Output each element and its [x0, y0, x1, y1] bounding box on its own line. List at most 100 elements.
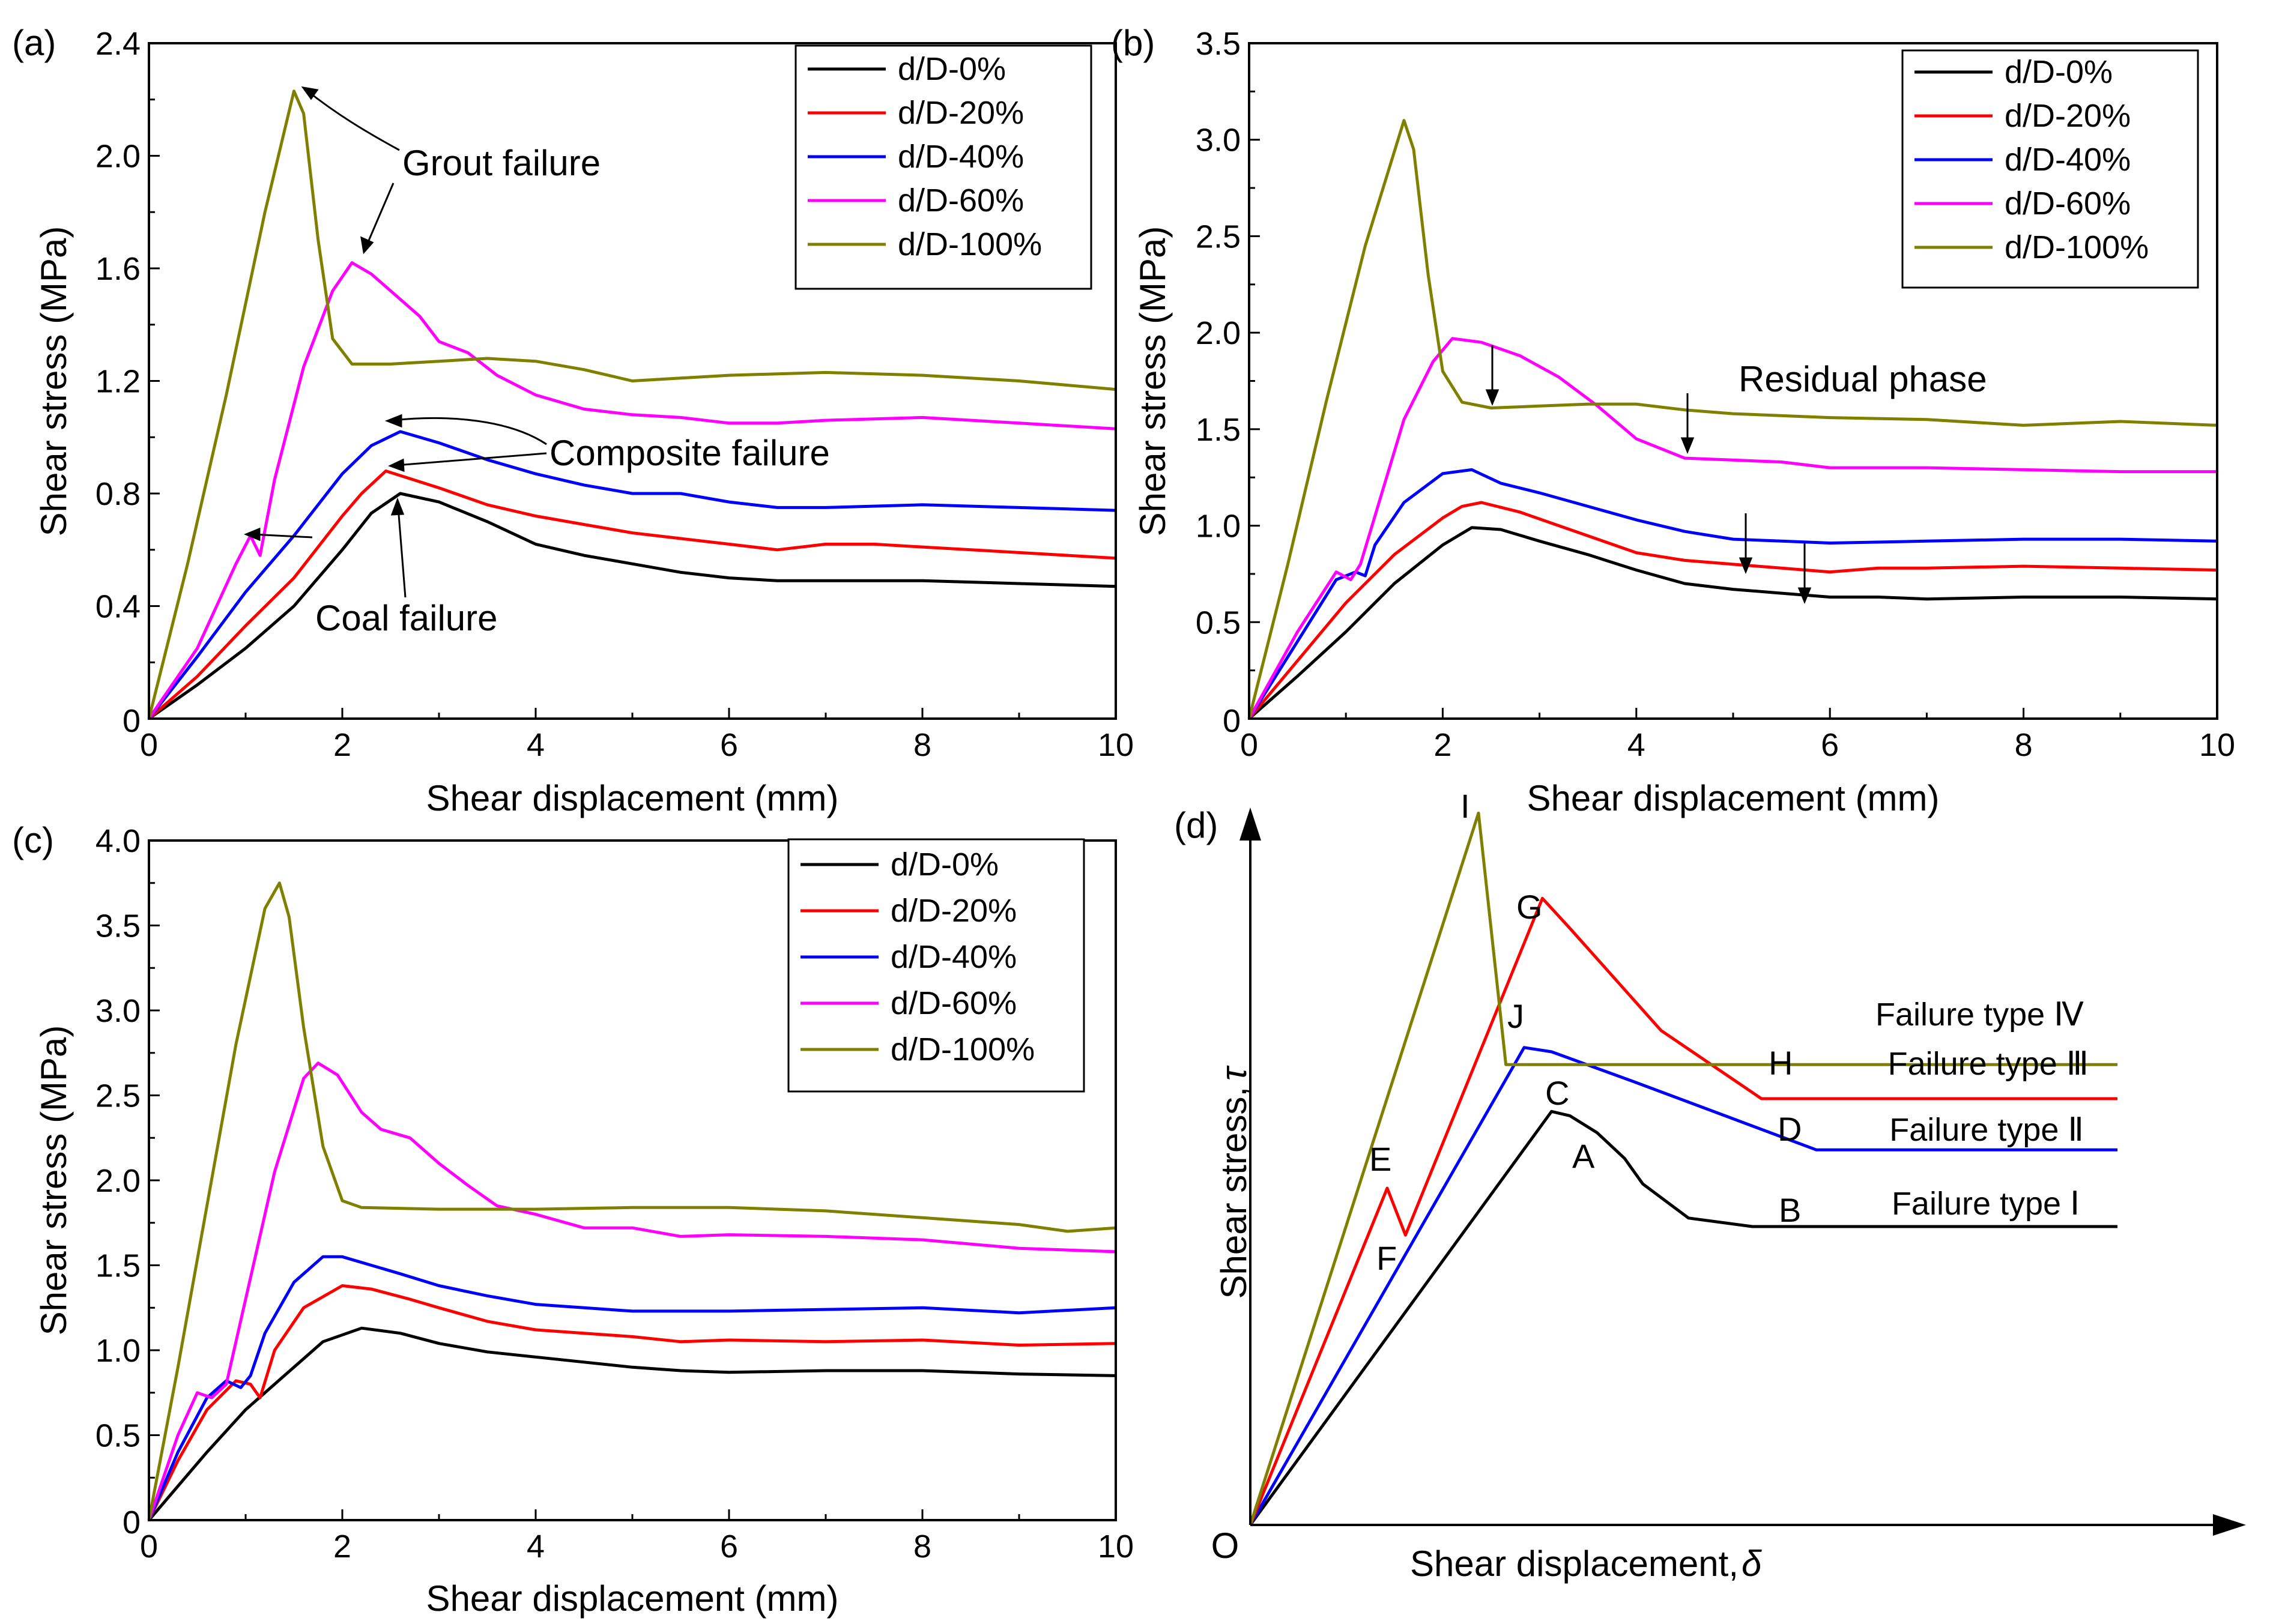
panel-b-series-1 — [1248, 501, 2218, 720]
type-label-1: Failure type Ⅰ — [1892, 1186, 2080, 1222]
panel-b-xtick-label-3: 6 — [1821, 727, 1839, 763]
residual-arrow-3-head — [1739, 557, 1753, 574]
coal-arrow-2-head — [390, 497, 405, 516]
composite-arrow-1 — [393, 417, 547, 445]
panel-a-xlabel: Shear displacement (mm) — [426, 778, 839, 818]
panel-c-legend-items: d/D-0% d/D-20% d/D-40% d/D-60% d/D-100% — [801, 847, 1035, 1067]
panel-b-xtick-label-4: 8 — [2015, 727, 2033, 763]
panel-c-series-4 — [147, 881, 1116, 1521]
panel-d-xlabel-symbol: δ — [1742, 1544, 1762, 1584]
panel-a-xtick-label-5: 10 — [1098, 727, 1134, 763]
panel-d-series-0 — [1248, 1109, 2117, 1526]
panel-a-ytick-label-5: 2.4 — [95, 26, 141, 62]
panel-b-legend: d/D-0% d/D-20% d/D-40% d/D-60% d/D-100% — [1901, 49, 2199, 289]
coal-arrow-2 — [397, 507, 407, 598]
panel-b-ytick-label-4: 2.5 — [1196, 219, 1241, 255]
panel-a-ytick-label-2: 1.2 — [95, 364, 141, 400]
grout-arrow-2-head — [360, 236, 374, 255]
panel-d-series-1 — [1248, 1046, 2117, 1526]
panel-d-series-3 — [1248, 811, 2117, 1526]
panel-d-xlabel: Shear displacement, — [1410, 1544, 1739, 1584]
panel-a-legend: d/D-0% d/D-20% d/D-40% d/D-60% d/D-100% — [794, 44, 1092, 290]
point-label-i: I — [1460, 787, 1470, 825]
panel-b-label: (b) — [1111, 23, 1155, 63]
panel-a-ytick-label-1: 0.8 — [95, 476, 141, 512]
panel-c: (c) 0 2 4 6 8 10 0 0.5 1.0 1.5 2.0 2.5 3.0 3.5 4.0 She… — [12, 820, 1134, 1619]
panel-a-origin-label: 0 — [123, 703, 141, 739]
panel-b-xtick-label-2: 4 — [1627, 727, 1645, 763]
panel-a-legend-label-4: d/D-100% — [898, 226, 1042, 262]
panel-c-origin-label: 0 — [123, 1505, 141, 1541]
panel-a-xtick-label-4: 8 — [913, 727, 931, 763]
panel-b-series-4 — [1247, 119, 2218, 719]
panel-b-legend-label-2: d/D-40% — [2005, 142, 2131, 178]
annotation-composite-failure: Composite failure — [549, 433, 830, 473]
panel-b-legend-label-3: d/D-60% — [2005, 186, 2131, 222]
panel-b-xtick-label-0: 0 — [1240, 727, 1258, 763]
panel-b-legend-label-4: d/D-100% — [2005, 229, 2149, 265]
point-label-g: G — [1516, 888, 1543, 926]
panel-a-ylabel: Shear stress (MPa) — [34, 226, 74, 537]
panel-c-ticks: 0 2 4 6 8 10 0 0.5 1.0 1.5 2.0 2.5 3.0 3.5 4.0 — [95, 823, 1134, 1565]
panel-c-legend: d/D-0% d/D-20% d/D-40% d/D-60% d/D-100% — [787, 838, 1085, 1093]
panel-a-xtick-label-3: 6 — [720, 727, 738, 763]
panel-c-xtick-label-5: 10 — [1098, 1529, 1134, 1565]
annotation-coal-failure: Coal failure — [315, 598, 498, 638]
panel-c-ylabel: Shear stress (MPa) — [34, 1025, 74, 1336]
panel-c-xtick-label-2: 4 — [527, 1529, 545, 1565]
panel-c-series-3 — [147, 1061, 1116, 1521]
point-label-a: A — [1572, 1137, 1595, 1175]
panel-c-series-2 — [147, 1255, 1116, 1521]
panel-b-ytick-label-2: 1.5 — [1196, 412, 1241, 448]
point-label-f: F — [1376, 1239, 1397, 1277]
panel-b-ytick-label-5: 3.0 — [1196, 122, 1241, 158]
panel-a-legend-label-2: d/D-40% — [898, 139, 1024, 175]
annotation-grout-failure: Grout failure — [402, 143, 601, 183]
composite-arrow-2-head — [388, 458, 405, 472]
panel-b-xtick-label-5: 10 — [2199, 727, 2235, 763]
coal-arrow-1-head — [244, 527, 261, 542]
panel-b-ytick-label-3: 2.0 — [1196, 315, 1241, 351]
panel-a-legend-label-0: d/D-0% — [898, 51, 1006, 87]
panel-c-ytick-label-7: 4.0 — [95, 823, 141, 859]
panel-d-x-arrow — [2213, 1514, 2246, 1536]
panel-c-ytick-label-4: 2.5 — [95, 1078, 141, 1114]
panel-b-series — [1247, 119, 2218, 720]
panel-b-ytick-label-6: 3.5 — [1196, 26, 1241, 62]
panel-c-series — [147, 881, 1116, 1521]
coal-arrow-1 — [252, 533, 313, 539]
grout-arrow-2 — [365, 183, 395, 247]
panel-b-legend-items: d/D-0% d/D-20% d/D-40% d/D-60% d/D-100% — [1914, 54, 2149, 265]
panel-b-series-3 — [1247, 337, 2217, 720]
residual-arrow-4-head — [1797, 587, 1812, 604]
panel-b: (b) 0 2 4 6 8 10 0 0.5 1.0 1.5 2.0 2.5 3.0 3.5 Shear … — [1111, 23, 2235, 818]
panel-a-xtick-label-2: 4 — [527, 727, 545, 763]
panel-b-series-0 — [1248, 526, 2218, 720]
point-label-e: E — [1369, 1140, 1391, 1178]
composite-arrow-2 — [396, 452, 547, 466]
panel-d-series-2 — [1248, 896, 2117, 1526]
annotation-residual-phase: Residual phase — [1739, 359, 1987, 399]
panel-c-ytick-label-5: 3.0 — [95, 993, 141, 1029]
panel-b-ytick-label-0: 0.5 — [1196, 605, 1241, 641]
residual-arrow-1-head — [1485, 389, 1500, 406]
panel-b-ytick-label-1: 1.0 — [1196, 509, 1241, 545]
panel-d-y-arrow — [1239, 807, 1261, 841]
panel-d: (d) O Shear displacement, δ Shear stress… — [1174, 787, 2246, 1584]
panel-a-series-0 — [148, 492, 1116, 720]
panel-c-ytick-label-0: 0.5 — [95, 1418, 141, 1454]
panel-a-legend-items: d/D-0% d/D-20% d/D-40% d/D-60% d/D-100% — [808, 51, 1042, 262]
panel-c-ytick-label-2: 1.5 — [95, 1248, 141, 1284]
panel-b-xtick-label-1: 2 — [1433, 727, 1451, 763]
panel-c-xtick-label-4: 8 — [913, 1529, 931, 1565]
panel-c-series-0 — [148, 1326, 1116, 1521]
panel-c-label: (c) — [12, 820, 54, 860]
panel-c-xtick-label-0: 0 — [140, 1529, 158, 1565]
panel-a-ticks: 0 2 4 6 8 10 0 0.4 0.8 1.2 1.6 2.0 2.4 — [95, 26, 1134, 763]
point-label-c: C — [1545, 1074, 1569, 1112]
panel-a-legend-label-3: d/D-60% — [898, 183, 1024, 219]
point-label-j: J — [1507, 997, 1524, 1035]
panel-c-legend-label-1: d/D-20% — [891, 893, 1017, 929]
point-label-b: B — [1779, 1191, 1801, 1229]
